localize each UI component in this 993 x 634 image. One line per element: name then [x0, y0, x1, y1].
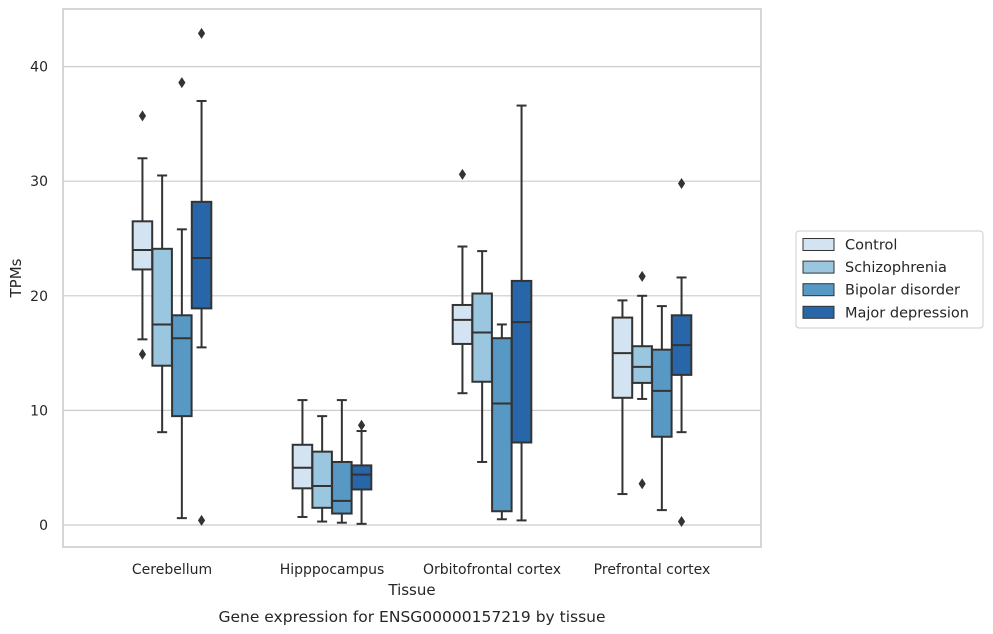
- box-4-4: [670, 177, 693, 528]
- legend-label-3: Bipolar disorder: [845, 283, 960, 299]
- outlier-point-1: [677, 177, 686, 189]
- outlier-point-1: [178, 77, 186, 89]
- legend: Control Schizophrenia Bipolar disorder Majo…: [795, 230, 984, 329]
- iqr-box: [631, 345, 653, 384]
- legend-swatch-1: [802, 238, 835, 251]
- series-2: [151, 174, 653, 523]
- box-3-2: [331, 399, 353, 524]
- y-tick-label-30: 30: [30, 174, 48, 190]
- box-1-1: [131, 110, 154, 360]
- x-axis-label: Tissue: [387, 581, 435, 599]
- series-4: [190, 27, 693, 528]
- iqr-box: [131, 220, 154, 271]
- y-axis-label: TPMs: [7, 258, 25, 298]
- box-series: [131, 27, 693, 528]
- iqr-box: [451, 303, 474, 345]
- outlier-point-2: [638, 478, 646, 490]
- series-1: [131, 110, 634, 518]
- box-2-3: [471, 250, 493, 463]
- outlier-point-1: [197, 27, 206, 39]
- x-axis-ticks: Cerebellum Hipppocampus Orbitofrontal cort…: [132, 562, 710, 578]
- series-3: [171, 77, 673, 524]
- outlier-point-2: [677, 516, 686, 528]
- iqr-box: [171, 314, 193, 418]
- iqr-box: [190, 200, 213, 310]
- box-4-2: [350, 419, 373, 525]
- box-1-4: [611, 299, 634, 496]
- box-1-2: [291, 399, 314, 518]
- x-tick-label-2: Hipppocampus: [280, 562, 385, 578]
- legend-label-4: Major depression: [845, 305, 969, 321]
- iqr-box: [651, 348, 673, 438]
- outlier-point-1: [357, 419, 366, 431]
- iqr-box: [471, 292, 493, 383]
- y-axis-ticks: 0 10 20 30 40: [30, 60, 48, 534]
- iqr-box: [611, 316, 634, 399]
- iqr-box: [151, 247, 173, 367]
- legend-swatch-3: [802, 283, 835, 297]
- box-3-3: [491, 323, 513, 521]
- iqr-box: [350, 464, 373, 491]
- y-tick-label-40: 40: [30, 60, 48, 76]
- x-tick-label-1: Cerebellum: [132, 562, 212, 578]
- iqr-box: [291, 443, 314, 490]
- iqr-box: [491, 337, 513, 513]
- y-tick-label-10: 10: [30, 403, 48, 419]
- legend-frame: [795, 230, 984, 329]
- chart-caption: Gene expression for ENSG00000157219 by t…: [218, 608, 605, 626]
- box-3-4: [651, 305, 673, 512]
- iqr-box: [331, 460, 353, 515]
- plot-frame: [62, 8, 762, 548]
- legend-label-2: Schizophrenia: [845, 260, 947, 276]
- outlier-point-2: [197, 514, 206, 526]
- x-tick-label-3: Orbitofrontal cortex: [423, 562, 561, 578]
- outlier-point-1: [638, 270, 646, 282]
- iqr-box: [510, 279, 533, 444]
- legend-label-1: Control: [845, 238, 897, 254]
- x-tick-label-4: Prefrontal cortex: [594, 562, 711, 578]
- legend-swatch-2: [802, 260, 835, 274]
- box-2-2: [311, 415, 333, 523]
- box-1-3: [451, 168, 474, 395]
- outlier-point-1: [138, 110, 147, 122]
- y-tick-label-20: 20: [30, 289, 48, 305]
- box-4-1: [190, 27, 213, 526]
- outlier-point-2: [138, 348, 147, 360]
- box-2-4: [631, 270, 653, 490]
- box-2-1: [151, 174, 173, 434]
- legend-swatch-4: [802, 305, 835, 319]
- outlier-point-1: [458, 168, 467, 180]
- box-4-3: [510, 104, 533, 522]
- iqr-box: [311, 450, 333, 509]
- box-3-1: [171, 77, 193, 520]
- y-tick-label-0: 0: [39, 518, 48, 534]
